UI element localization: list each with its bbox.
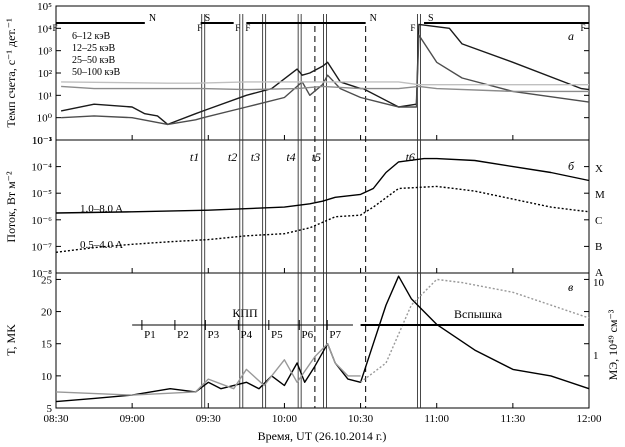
kpp-label: КПП — [232, 306, 258, 320]
x-tick-label-4: 10:30 — [348, 413, 374, 425]
orbit-label-1: S — [205, 13, 211, 24]
series-line-0-3 — [61, 81, 589, 86]
y-tick-label-1-4: 10⁻⁴ — [31, 162, 52, 174]
event-label-t3: t3 — [251, 150, 260, 164]
series-line-0-2 — [61, 85, 589, 93]
phase-label-P1: P1 — [144, 329, 156, 341]
y-tick-label-1-3: 10⁻⁵ — [31, 188, 52, 200]
f-mark-5: F — [580, 23, 585, 33]
event-label-t4: t4 — [286, 150, 295, 164]
x-tick-label-7: 12:00 — [576, 413, 602, 425]
xlabel: Время, UT (26.10.2014 г.) — [258, 429, 387, 443]
ylabel-a: Темп счета, с⁻¹ дет.⁻¹ — [4, 18, 18, 128]
series-line-1-0 — [55, 157, 590, 214]
x-tick-label-5: 11:00 — [424, 413, 449, 425]
series-line-0-0 — [60, 23, 590, 126]
series-label-05-4: 0.5–4.0 A — [80, 239, 123, 251]
f-mark-2: F — [235, 23, 240, 33]
x-tick-label-1: 09:00 — [120, 413, 146, 425]
chart-marks: 10⁻¹10⁰10¹10²10³10⁴10⁵10⁻⁸10⁻⁷10⁻⁶10⁻⁵10… — [31, 1, 604, 425]
series-line-0-1 — [61, 34, 590, 126]
x-tick-label-3: 10:00 — [272, 413, 298, 425]
y-tick-label-1-1: 10⁻⁷ — [31, 241, 52, 253]
panel-c-frame — [55, 272, 590, 409]
class-x: X — [595, 163, 603, 175]
y-tick-label-1-2: 10⁻⁶ — [31, 215, 52, 227]
y-tick-label-2-2: 15 — [41, 339, 53, 351]
f-mark-3: F — [245, 23, 250, 33]
f-mark-4: F — [410, 23, 415, 33]
y-tick-label-1-5: 10⁻³ — [32, 135, 53, 147]
x-tick-label-2: 09:30 — [196, 413, 222, 425]
legend-12-25: 12–25 кэВ — [72, 43, 116, 54]
y-tick-label-0-0: 10⁻¹ — [32, 135, 52, 147]
class-c: C — [595, 215, 602, 227]
legend-25-50: 25–50 кэВ — [72, 55, 116, 66]
y2-tick-label-0: 1 — [593, 350, 599, 362]
orbit-label-0: N — [149, 13, 156, 24]
phase-label-P6: P6 — [301, 329, 313, 341]
ylabel-c-right: МЭ, 10⁴⁹ см⁻³ — [606, 309, 620, 380]
series-line-2-0 — [55, 275, 590, 403]
legend-6-12: 6–12 кэВ — [72, 31, 111, 42]
ylabel-c: T, MK — [4, 324, 18, 356]
phase-label-P5: P5 — [271, 329, 283, 341]
series-line-1-1 — [55, 185, 590, 253]
class-b: B — [595, 241, 602, 253]
series-line-2-1 — [55, 343, 361, 396]
event-label-t5: t5 — [312, 150, 321, 164]
y-tick-label-2-3: 20 — [41, 307, 53, 319]
y-tick-label-0-1: 10⁰ — [37, 113, 53, 125]
series-line-2-2 — [360, 278, 590, 383]
y-tick-label-2-1: 10 — [41, 371, 53, 383]
class-m: M — [595, 189, 605, 201]
panel-label-c: в — [568, 280, 573, 294]
y-tick-label-0-6: 10⁵ — [37, 1, 52, 13]
orbit-label-2: N — [370, 13, 377, 24]
y-tick-label-2-0: 5 — [47, 403, 53, 415]
flare-label: Вспышка — [454, 307, 503, 321]
x-tick-label-6: 11:30 — [501, 413, 526, 425]
event-label-t2: t2 — [228, 150, 237, 164]
phase-label-P2: P2 — [177, 329, 189, 341]
y-tick-label-0-5: 10⁴ — [37, 23, 52, 35]
y-tick-label-0-4: 10³ — [38, 46, 53, 58]
legend-50-100: 50–100 кэВ — [72, 67, 121, 78]
f-mark-0: F — [53, 23, 58, 33]
panel-b-frame — [55, 139, 590, 274]
ylabel-b: Поток, Вт м⁻² — [4, 171, 18, 243]
panel-label-b: б — [568, 159, 575, 173]
event-label-t1: t1 — [190, 150, 199, 164]
y-tick-label-1-0: 10⁻⁸ — [31, 268, 52, 280]
panel-label-a: а — [568, 29, 574, 43]
orbit-label-3: S — [428, 13, 434, 24]
f-mark-1: F — [197, 23, 202, 33]
y2-tick-label-1: 10 — [593, 277, 605, 289]
x-tick-label-0: 08:30 — [43, 413, 69, 425]
event-label-t6: t6 — [406, 150, 415, 164]
phase-label-P3: P3 — [208, 329, 220, 341]
y-tick-label-2-4: 25 — [41, 274, 53, 286]
y-tick-label-0-3: 10² — [38, 68, 53, 80]
y-tick-label-0-2: 10¹ — [38, 90, 52, 102]
panel-a-frame — [55, 5, 590, 141]
phase-label-P7: P7 — [329, 329, 341, 341]
phase-label-P4: P4 — [241, 329, 253, 341]
class-a: A — [595, 267, 603, 279]
